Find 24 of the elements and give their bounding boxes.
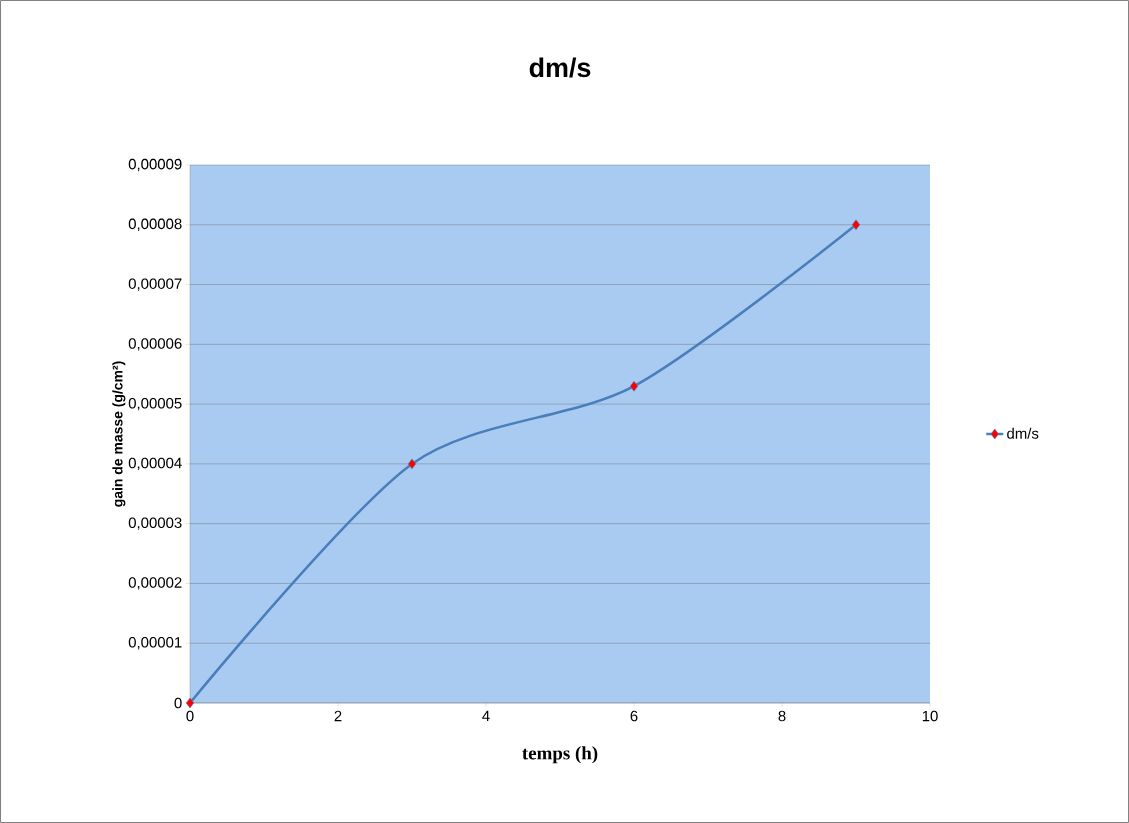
y-tick-label: 0,00009 xyxy=(128,158,182,172)
x-tick-label: 0 xyxy=(186,710,194,722)
x-tick-label: 4 xyxy=(482,710,490,722)
y-tick-label: 0,00003 xyxy=(128,517,182,530)
y-tick-label: 0,00001 xyxy=(128,637,182,650)
x-axis-title: temps (h) xyxy=(522,746,598,764)
y-tick-label: 0,00005 xyxy=(128,397,182,411)
legend-label: dm/s xyxy=(1007,427,1039,439)
chart-title: dm/s xyxy=(529,57,591,78)
y-tick-label: 0,00002 xyxy=(128,577,182,590)
point xyxy=(629,380,639,392)
y-tick-label: 0,00007 xyxy=(128,278,182,291)
y-tick-label: 0,00006 xyxy=(128,338,182,351)
y-tick-label: 0 xyxy=(174,697,182,709)
point xyxy=(185,697,195,709)
y-tick-label: 0,00008 xyxy=(128,218,182,231)
point xyxy=(407,458,417,470)
y-tick-label: 0,00004 xyxy=(128,457,182,471)
x-tick-label: 2 xyxy=(334,710,342,722)
x-tick-label: 6 xyxy=(630,710,638,722)
x-tick-label: 10 xyxy=(922,710,938,722)
y-axis-title: gain de masse (g/cm²) xyxy=(112,361,126,507)
x-tick-label: 8 xyxy=(778,710,786,722)
point xyxy=(851,219,861,231)
